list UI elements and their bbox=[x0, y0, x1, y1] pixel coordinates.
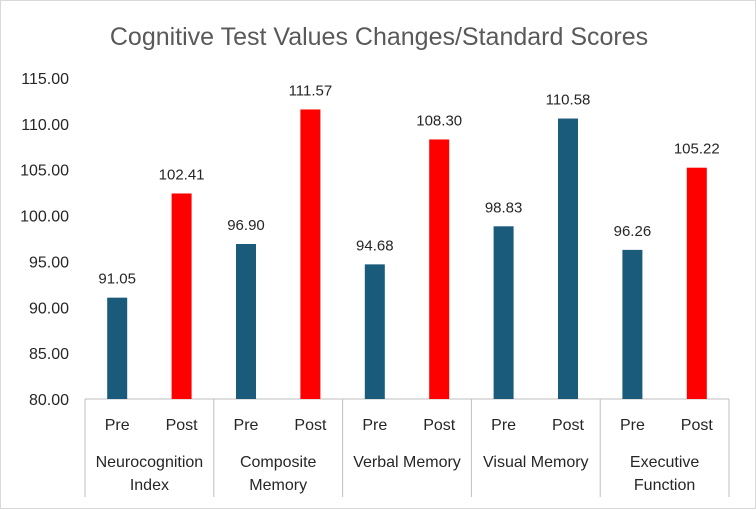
y-tick-label: 115.00 bbox=[21, 71, 69, 88]
data-label: 94.68 bbox=[356, 237, 394, 254]
bar-post bbox=[429, 139, 450, 399]
y-tick-label: 80.00 bbox=[29, 392, 69, 409]
x-tick-label: Pre bbox=[362, 417, 387, 434]
data-label: 105.22 bbox=[674, 141, 720, 158]
y-tick-label: 85.00 bbox=[29, 346, 69, 363]
data-label: 110.58 bbox=[546, 92, 591, 109]
y-tick-label: 90.00 bbox=[29, 300, 69, 317]
data-label: 111.57 bbox=[289, 82, 333, 99]
bar-pre bbox=[364, 264, 385, 399]
bar-post bbox=[558, 118, 578, 399]
x-tick-label: Post bbox=[552, 417, 585, 434]
y-tick-label: 105.00 bbox=[20, 163, 69, 180]
y-tick-label: 110.00 bbox=[21, 117, 69, 134]
x-tick-label: Pre bbox=[620, 417, 645, 434]
x-tick-label: Post bbox=[423, 417, 456, 434]
bar-pre bbox=[107, 297, 128, 399]
category-label: Function bbox=[634, 477, 695, 494]
category-label: Verbal Memory bbox=[353, 454, 461, 471]
category-label: Executive bbox=[630, 454, 699, 471]
data-label: 96.90 bbox=[227, 217, 265, 234]
x-tick-label: Post bbox=[681, 417, 714, 434]
bar-post bbox=[300, 109, 321, 399]
category-label: Index bbox=[130, 477, 169, 494]
category-label: Composite bbox=[240, 454, 317, 471]
bar-post bbox=[686, 167, 707, 399]
category-label: Visual Memory bbox=[483, 454, 589, 471]
x-tick-label: Pre bbox=[105, 417, 130, 434]
chart-title: Cognitive Test Values Changes/Standard S… bbox=[110, 23, 648, 51]
x-tick-label: Pre bbox=[234, 417, 259, 434]
x-tick-label: Post bbox=[166, 417, 199, 434]
y-tick-label: 95.00 bbox=[29, 254, 69, 271]
y-tick-label: 100.00 bbox=[20, 209, 69, 226]
data-label: 91.05 bbox=[98, 271, 136, 288]
x-tick-label: Post bbox=[294, 417, 327, 434]
data-label: 108.30 bbox=[416, 112, 462, 129]
data-label: 102.41 bbox=[159, 166, 205, 183]
category-label: Memory bbox=[249, 477, 307, 494]
bar-pre bbox=[236, 244, 256, 399]
x-tick-label: Pre bbox=[491, 417, 516, 434]
data-label: 96.26 bbox=[614, 223, 652, 240]
bar-pre bbox=[622, 249, 643, 399]
bar-post bbox=[171, 193, 192, 399]
data-label: 98.83 bbox=[485, 199, 523, 216]
category-label: Neurocognition bbox=[96, 454, 204, 471]
bar-pre bbox=[493, 226, 514, 399]
